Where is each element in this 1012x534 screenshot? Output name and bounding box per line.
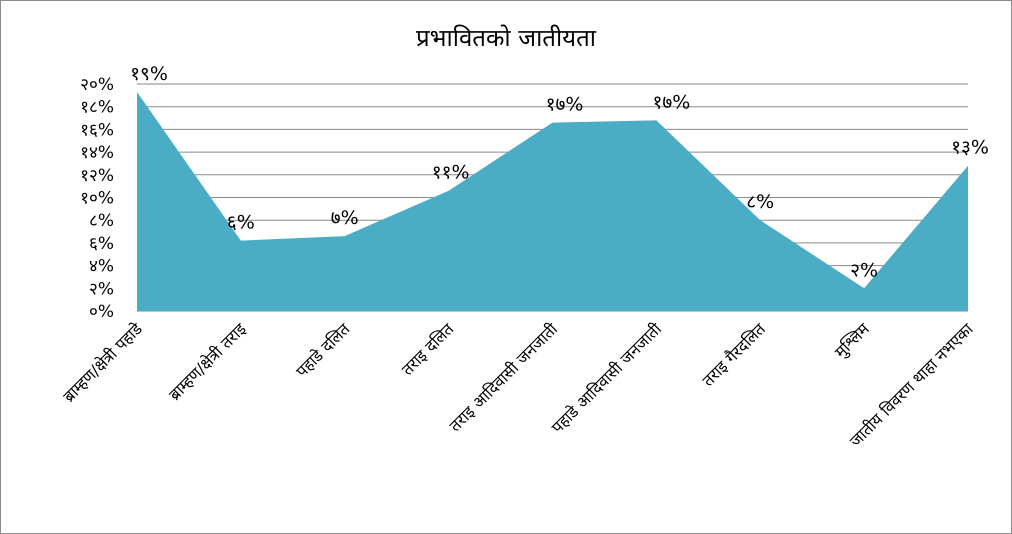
data-label: ८% [746,191,774,213]
x-tick-label: मुश्लिम [831,319,874,362]
data-label: ६% [227,212,255,234]
data-label: १३% [951,137,989,159]
y-tick-label: १६% [80,120,114,140]
y-tick-label: ६% [89,234,114,254]
y-tick-label: ०% [89,302,114,322]
x-tick-label: पहाडे आदिवासी जनजाती [547,319,665,437]
x-axis-ticks: ब्राम्हण/क्षेत्री पहाडे ब्राम्हण/क्षेत्री… [59,319,977,451]
y-tick-label: ४% [89,257,114,277]
chart-title: प्रभावितको जातीयता [416,24,597,52]
data-label: ११% [432,162,470,184]
y-tick-label: १२% [80,166,114,186]
area-series [137,91,968,311]
y-tick-label: १८% [80,98,114,118]
x-tick-label: पहाडे दलित [292,319,354,381]
x-tick-label: ब्राम्हण/क्षेत्री पहाडे [59,319,146,406]
y-tick-label: २०% [80,75,114,95]
y-axis-ticks: ०% २%४% ६% ८%१०% १२% १४% १६%१८% २०% [80,75,114,322]
x-tick-label: तराइ आदिवासी जनजाती [445,319,561,435]
x-tick-label: तराइ दलित [398,319,458,379]
y-tick-label: १०% [80,189,114,209]
data-labels: १९% ६% ७% ११% १७% १७% ८% २% १३% [130,63,989,281]
y-tick-label: ८% [89,211,114,231]
data-label: २% [850,259,878,281]
area-fill [137,91,968,311]
x-tick-label: तराइ गैरदलित [698,319,769,390]
data-label: १७% [652,91,690,113]
y-tick-label: १४% [80,143,114,163]
data-label: १७% [546,94,584,116]
x-tick-label: ब्राम्हण/क्षेत्री तराइ [165,319,250,404]
data-label: १९% [130,63,168,85]
y-tick-label: २% [89,279,114,299]
data-label: ७% [331,207,359,229]
